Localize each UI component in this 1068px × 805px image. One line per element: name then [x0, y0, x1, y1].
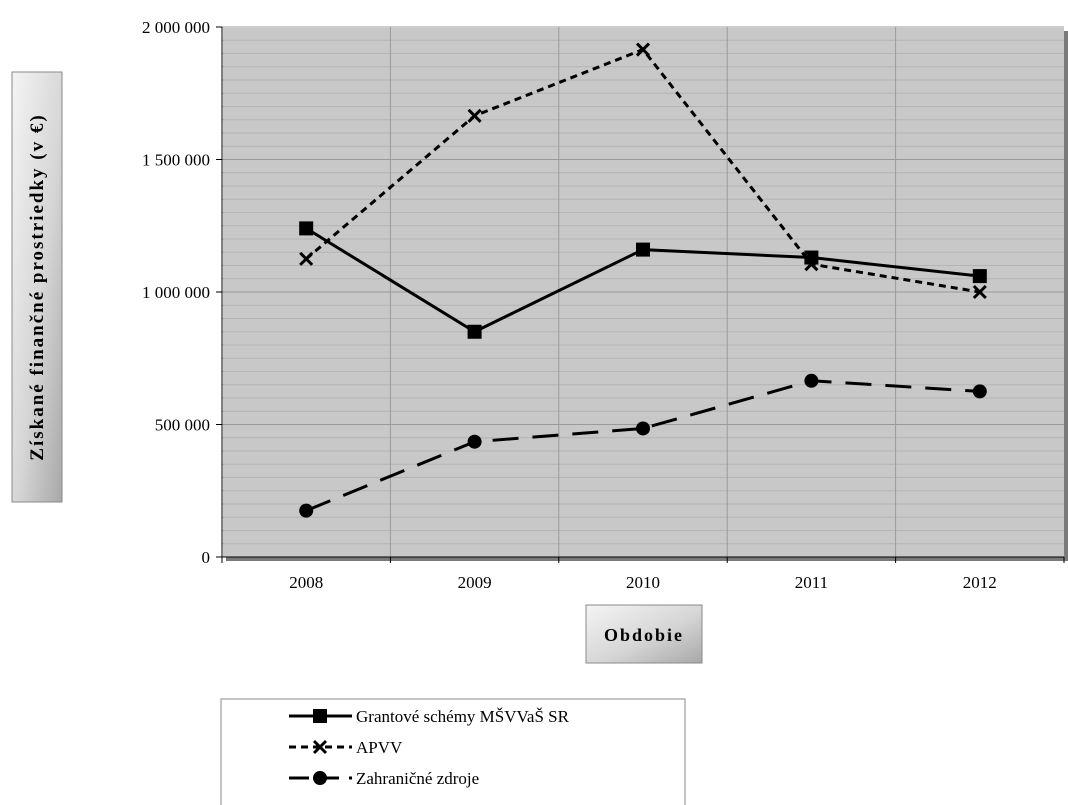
data-point [299, 251, 314, 266]
data-point [636, 242, 650, 257]
plot-area [221, 26, 1068, 561]
data-point [972, 269, 987, 284]
data-point [972, 384, 987, 399]
y-axis-title-box: Získané finančné prostriedky (v €) [11, 71, 63, 503]
y-tick-label: 2 000 000 [142, 18, 210, 37]
legend-item: APVV [289, 738, 403, 757]
legend-item: Zahraničné zdroje [289, 769, 479, 788]
series-line [305, 379, 980, 513]
grid-lines [222, 26, 1064, 558]
x-tick-label: 2008 [289, 573, 323, 592]
data-point [804, 373, 819, 388]
y-tick-label: 1 500 000 [142, 151, 210, 170]
legend-item: Grantové schémy MŠVVaŠ SR [289, 707, 570, 726]
legend-label: Grantové schémy MŠVVaŠ SR [356, 707, 570, 726]
legend: Grantové schémy MŠVVaŠ SR APVV Zahraničné … [220, 698, 686, 805]
legend-label: Zahraničné zdroje [356, 769, 479, 788]
y-tick-label: 500 000 [155, 416, 210, 435]
y-axis-title: Získané finančné prostriedky (v €) [27, 113, 48, 460]
x-axis-title-box: Obdobie [585, 604, 703, 664]
x-tick-label: 2010 [626, 573, 660, 592]
data-point [299, 221, 314, 236]
series-3 [299, 373, 987, 518]
data-point [467, 434, 482, 449]
y-tick-label: 0 [202, 548, 211, 567]
data-point [635, 42, 651, 57]
x-tick-label: 2009 [458, 573, 492, 592]
data-point [299, 503, 314, 518]
data-point [636, 421, 650, 436]
series-2 [299, 42, 987, 300]
legend-marker [312, 739, 328, 755]
legend-marker [313, 709, 327, 723]
legend-label: APVV [356, 738, 403, 757]
x-tick-label: 2012 [963, 573, 997, 592]
legend-marker [313, 771, 327, 785]
data-point [467, 324, 482, 339]
x-axis-title: Obdobie [604, 625, 684, 645]
data-series [299, 42, 987, 518]
axes: 0 500 000 1 000 000 1 500 000 2 000 000 2008 2… [142, 18, 1065, 592]
y-tick-label: 1 000 000 [142, 283, 210, 302]
data-point [804, 257, 819, 272]
data-point [467, 108, 482, 123]
x-tick-label: 2011 [795, 573, 828, 592]
data-point [972, 284, 987, 300]
